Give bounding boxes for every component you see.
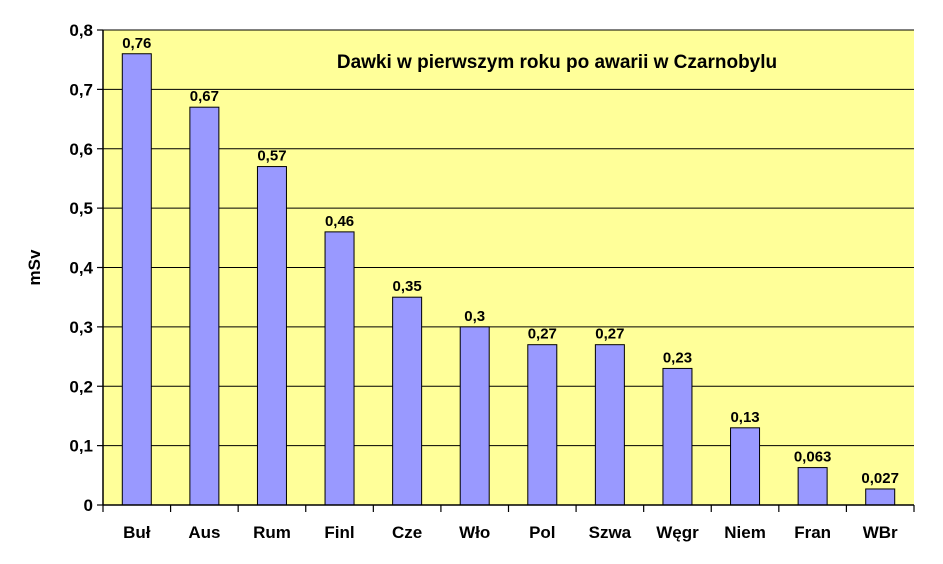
bar [459,326,490,506]
bar [594,344,625,506]
bars [121,53,896,506]
y-tick-label: 0 [84,496,93,515]
bar [121,53,152,506]
bar [189,106,220,506]
bar [730,427,761,506]
x-tick-label: Rum [253,523,291,542]
data-labels: 0,76 0,67 0,57 0,46 0,35 0,3 0,27 0,27 0,23 0,13 0… [122,35,899,487]
x-tick-label: Cze [392,523,422,542]
x-tick-label: WBr [863,523,898,542]
data-label: 0,3 [464,308,485,325]
y-tick-label: 0,4 [69,259,93,278]
gridlines [103,29,914,447]
x-tick-label: Szwa [589,523,632,542]
chart-title: Dawki w pierwszym roku po awarii w Czarn… [337,52,777,73]
y-tick-label: 0,6 [69,140,93,159]
data-label: 0,57 [257,148,286,165]
data-label: 0,13 [730,409,759,426]
x-tick-label: Wło [459,523,490,542]
y-tick-label: 0,5 [69,199,93,218]
x-tick-label: Węgr [656,523,699,542]
y-tick-label: 0,1 [69,437,93,456]
data-label: 0,46 [325,213,354,230]
data-label: 0,063 [794,449,832,466]
x-tick-label: Finl [324,523,354,542]
bar [392,296,423,506]
y-tick-label: 0,2 [69,377,93,396]
bar [797,467,828,506]
bar [865,488,896,506]
x-tick-label: Niem [724,523,766,542]
data-label: 0,35 [393,278,422,295]
data-label: 0,027 [861,470,899,487]
bar [662,367,693,506]
y-axis-ticks: 0 0,1 0,2 0,3 0,4 0,5 0,6 0,7 0,8 [69,21,103,515]
data-label: 0,27 [528,326,557,343]
data-label: 0,23 [663,349,692,366]
x-tick-label: Fran [794,523,831,542]
y-axis-label: mSv [25,249,44,285]
data-label: 0,27 [595,326,624,343]
x-tick-label: Pol [529,523,555,542]
bar [324,231,355,506]
x-tick-label: Aus [188,523,220,542]
x-tick-label: Buł [123,523,151,542]
y-tick-label: 0,3 [69,318,93,337]
y-tick-label: 0,7 [69,80,93,99]
bar [527,344,558,506]
data-label: 0,76 [122,35,151,52]
bar [256,166,287,506]
x-axis-ticks: Buł Aus Rum Finl Cze Wło Pol Szwa Węgr Niem Fran WB… [102,505,915,542]
y-tick-label: 0,8 [69,21,93,40]
data-label: 0,67 [190,88,219,105]
